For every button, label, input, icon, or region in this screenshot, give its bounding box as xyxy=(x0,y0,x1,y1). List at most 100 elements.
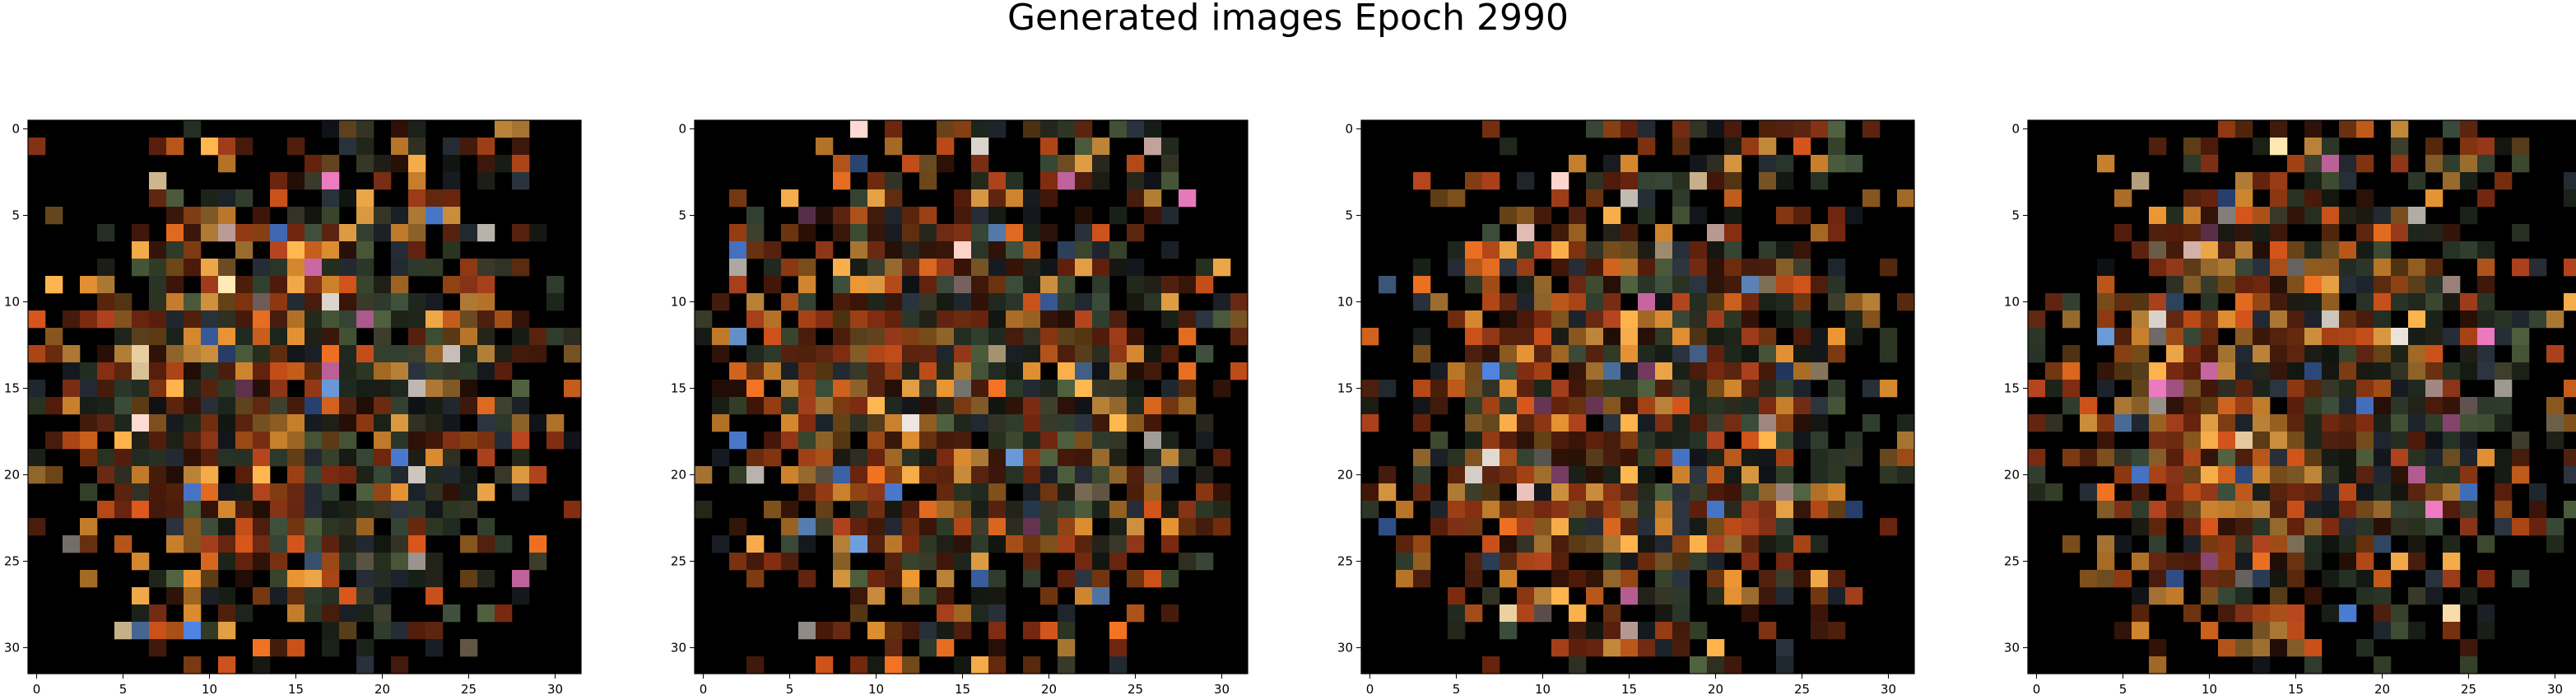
pixel-cell xyxy=(2460,466,2478,484)
pixel-cell xyxy=(339,310,357,329)
pixel-cell xyxy=(2166,587,2184,605)
pixel-cell xyxy=(2270,380,2288,398)
pixel-cell xyxy=(2443,483,2461,502)
pixel-cell xyxy=(495,535,513,553)
pixel-cell xyxy=(833,259,851,277)
pixel-cell xyxy=(1006,380,1024,398)
pixel-cell xyxy=(1776,293,1794,311)
pixel-cell xyxy=(816,310,834,329)
pixel-cell xyxy=(1075,207,1093,225)
pixel-cell xyxy=(1793,362,1811,380)
pixel-cell xyxy=(1040,380,1058,398)
pixel-cell xyxy=(1759,587,1777,605)
pixel-cell xyxy=(1092,172,1110,190)
pixel-cell xyxy=(1109,518,1128,536)
pixel-cell xyxy=(1776,397,1794,415)
pixel-cell xyxy=(885,224,903,242)
pixel-cell xyxy=(1620,501,1639,519)
pixel-cell xyxy=(2546,397,2564,415)
pixel-cell xyxy=(2201,380,2219,398)
pixel-cell xyxy=(1161,380,1179,398)
pixel-cell xyxy=(374,345,392,363)
pixel-cell xyxy=(1534,501,1552,519)
pixel-cell xyxy=(132,501,150,519)
pixel-cell xyxy=(1655,483,1673,502)
pixel-cell xyxy=(1672,189,1690,208)
pixel-cell xyxy=(2460,328,2478,346)
pixel-cell xyxy=(902,259,920,277)
pixel-cell xyxy=(477,449,495,467)
pixel-cell xyxy=(443,207,461,225)
pixel-cell xyxy=(1793,397,1811,415)
pixel-cell xyxy=(1603,639,1621,657)
pixel-cell xyxy=(1482,414,1500,432)
pixel-cell xyxy=(270,224,288,242)
pixel-cell xyxy=(45,397,63,415)
pixel-cell xyxy=(937,587,955,605)
pixel-cell xyxy=(2097,328,2115,346)
pixel-cell xyxy=(1672,328,1690,346)
pixel-cell xyxy=(1006,414,1024,432)
pixel-cell xyxy=(2304,535,2323,553)
pixel-cell xyxy=(1845,501,1863,519)
pixel-cell xyxy=(2477,570,2495,588)
pixel-cell xyxy=(1023,345,1041,363)
pixel-cell xyxy=(2235,380,2253,398)
pixel-cell xyxy=(1655,501,1673,519)
pixel-cell xyxy=(1759,414,1777,432)
y-tick-label: 0 xyxy=(2011,122,2020,137)
pixel-cell xyxy=(2495,414,2513,432)
pixel-cell xyxy=(2201,241,2219,259)
pixel-cell xyxy=(2339,553,2357,571)
pixel-cell xyxy=(2322,466,2340,484)
pixel-cell xyxy=(253,310,271,329)
pixel-cell xyxy=(1724,189,1742,208)
pixel-cell xyxy=(1213,380,1231,398)
pixel-cell xyxy=(1759,535,1777,553)
pixel-cell xyxy=(1075,241,1093,259)
pixel-cell xyxy=(356,362,374,380)
pixel-cell xyxy=(2408,310,2426,329)
pixel-cell xyxy=(235,414,253,432)
pixel-cell xyxy=(2304,362,2323,380)
pixel-cell xyxy=(2391,155,2409,173)
pixel-cell xyxy=(1517,362,1535,380)
pixel-cell xyxy=(798,570,816,588)
pixel-cell xyxy=(2253,535,2271,553)
pixel-cell xyxy=(816,501,834,519)
pixel-cell xyxy=(1109,622,1128,640)
pixel-cell xyxy=(339,224,357,242)
pixel-cell xyxy=(184,535,202,553)
pixel-cell xyxy=(132,587,150,605)
pixel-cell xyxy=(391,449,409,467)
pixel-cell xyxy=(1603,380,1621,398)
pixel-cell xyxy=(954,622,972,640)
pixel-cell xyxy=(1075,449,1093,467)
pixel-cell xyxy=(1603,172,1621,190)
pixel-cell xyxy=(1500,397,1518,415)
pixel-cell xyxy=(1396,501,1414,519)
pixel-cell xyxy=(2149,224,2167,242)
pixel-cell xyxy=(2425,155,2443,173)
pixel-cell xyxy=(954,189,972,208)
pixel-cell xyxy=(2270,172,2288,190)
pixel-cell xyxy=(460,138,478,156)
pixel-cell xyxy=(1776,414,1794,432)
pixel-cell xyxy=(712,293,730,311)
pixel-cell xyxy=(746,466,765,484)
pixel-cell xyxy=(460,276,478,294)
pixel-cell xyxy=(1672,362,1690,380)
pixel-cell xyxy=(2512,432,2530,450)
pixel-cell xyxy=(443,328,461,346)
pixel-cell xyxy=(1430,501,1448,519)
pixel-cell xyxy=(512,449,530,467)
pixel-cell xyxy=(477,328,495,346)
pixel-cell xyxy=(833,535,851,553)
pixel-cell xyxy=(391,466,409,484)
pixel-cell xyxy=(1500,518,1518,536)
pixel-cell xyxy=(235,535,253,553)
pixel-cell xyxy=(495,120,513,138)
pixel-cell xyxy=(408,345,426,363)
pixel-cell xyxy=(1586,622,1604,640)
pixel-cell xyxy=(2166,259,2184,277)
